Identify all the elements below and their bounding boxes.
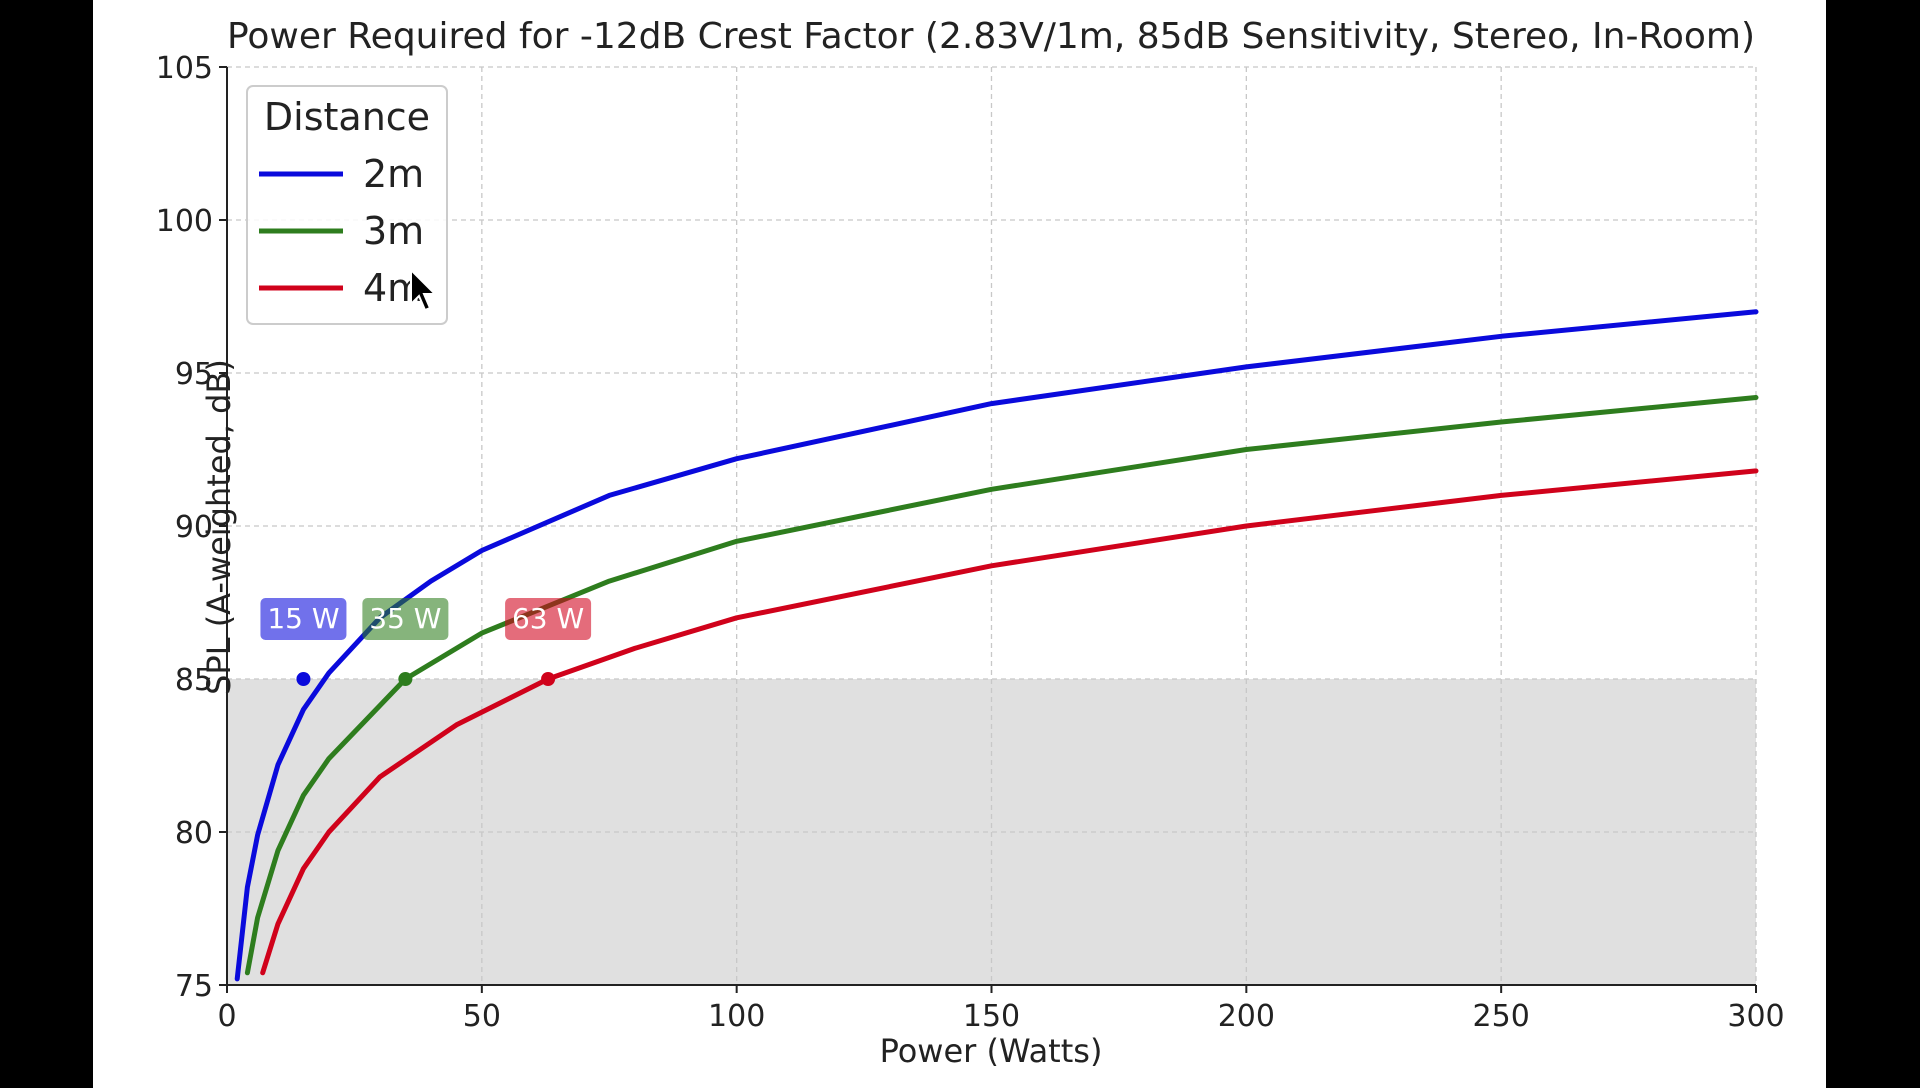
x-axis-label: Power (Watts): [880, 1032, 1103, 1070]
callout-box-4m: [505, 598, 592, 640]
marker-3m: [398, 672, 413, 686]
callout-box-2m: [260, 598, 347, 640]
callout-box-3m: [362, 598, 449, 640]
y-tick-label: 85: [175, 663, 213, 698]
chart-panel: 15 W 35 W 63 W 0 50 100 150 200 250 300 75 80 85 90 9…: [93, 0, 1826, 1088]
mouse-pointer-icon: [410, 267, 438, 312]
callout-label-4m: 63 W: [512, 602, 584, 635]
x-tick-label: 100: [708, 999, 765, 1034]
callout-label-2m: 15 W: [267, 602, 339, 635]
series-line-2m: [234, 309, 1759, 982]
legend-box: [246, 85, 448, 325]
callout-label-3m: 35 W: [369, 602, 441, 635]
chart-title: Power Required for -12dB Crest Factor (2…: [227, 16, 1755, 57]
y-tick-label: 95: [175, 357, 213, 392]
y-tick-label: 105: [156, 51, 213, 86]
x-tick-label: 300: [1727, 999, 1784, 1034]
legend-label-2m: 2m: [363, 152, 424, 196]
y-tick-label: 75: [175, 969, 213, 1004]
marker-4m: [541, 672, 556, 686]
x-tick-label: 0: [217, 999, 236, 1034]
series-line-3m: [244, 395, 1759, 976]
y-tick-label: 90: [175, 510, 213, 545]
x-tick-label: 50: [463, 999, 501, 1034]
y-tick-label: 80: [175, 816, 213, 851]
x-tick-label: 150: [963, 999, 1020, 1034]
line-chart: 15 W 35 W 63 W 0 50 100 150 200 250 300 75 80 85 90 9…: [156, 16, 1785, 1070]
y-axis-label: SPL (A-weighted, dB): [200, 359, 238, 695]
legend-label-3m: 3m: [363, 209, 424, 253]
marker-2m: [296, 672, 311, 686]
y-tick-label: 100: [156, 204, 213, 239]
x-tick-label: 250: [1473, 999, 1530, 1034]
legend-title: Distance: [264, 95, 430, 139]
x-tick-label: 200: [1218, 999, 1275, 1034]
